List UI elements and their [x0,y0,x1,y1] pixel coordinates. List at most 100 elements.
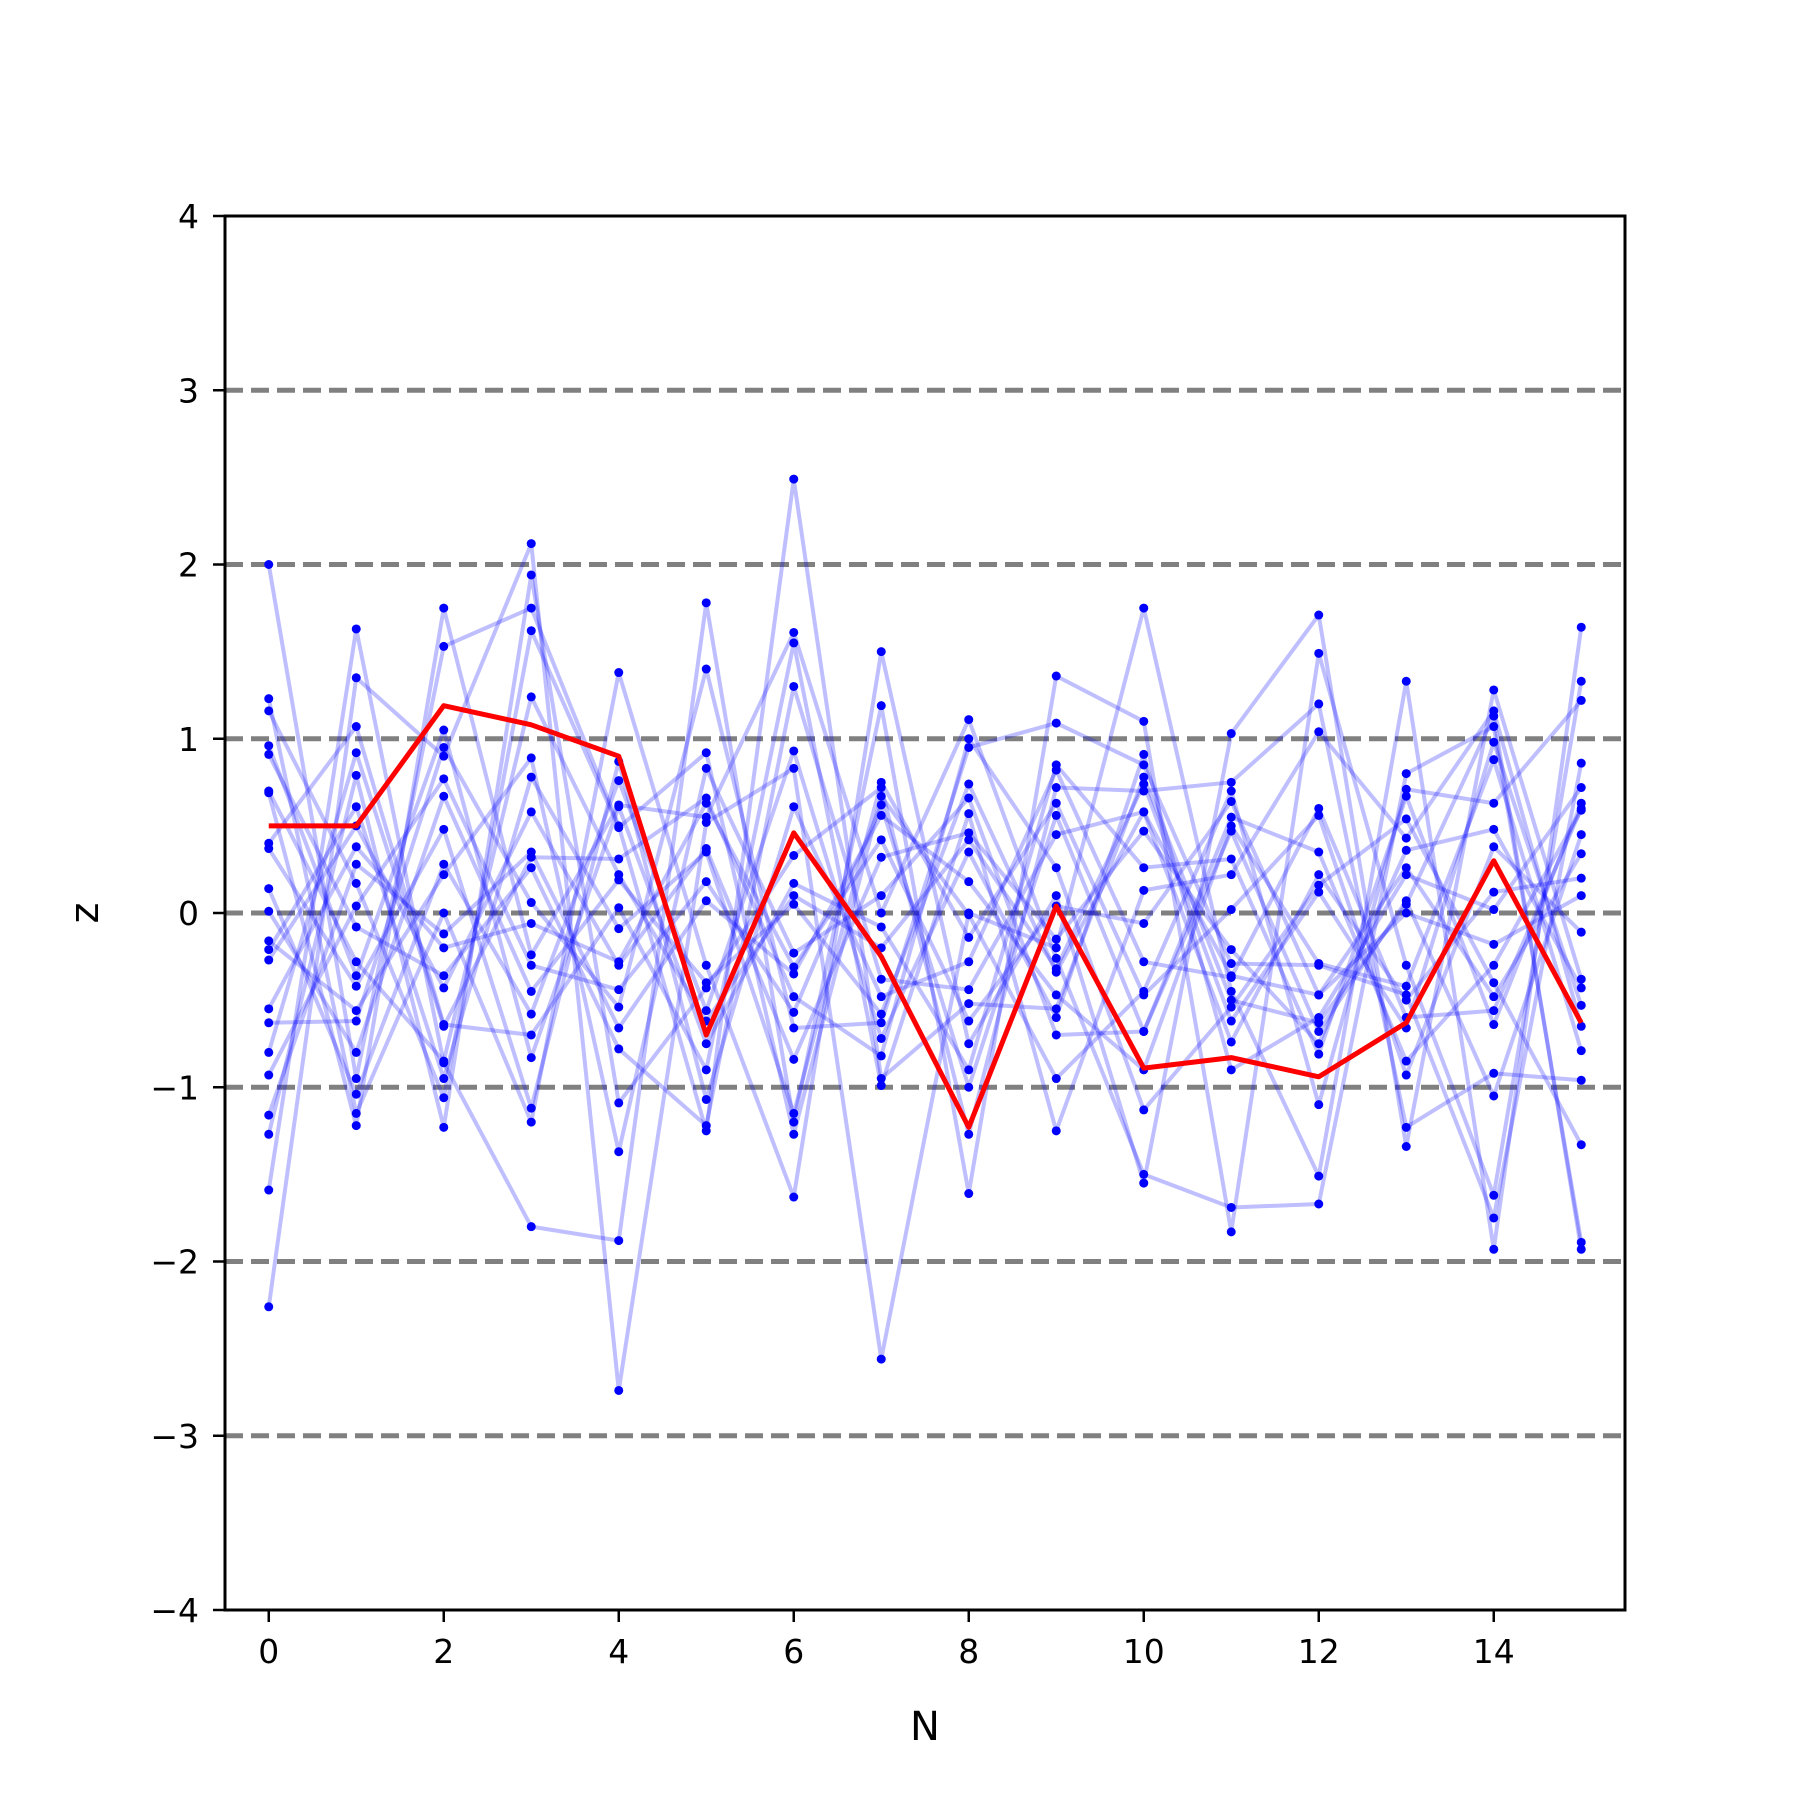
data-point [1489,905,1499,915]
data-point [614,776,624,786]
data-point [1401,863,1411,873]
data-point [964,835,974,845]
data-point [526,539,536,549]
data-point [1051,1030,1061,1040]
data-point [1314,887,1324,897]
data-point [1051,934,1061,944]
x-tick-label: 4 [608,1632,629,1671]
data-point [1139,716,1149,726]
data-point [1576,1000,1586,1010]
data-point [789,1023,799,1033]
data-point [789,969,799,979]
data-point [789,638,799,648]
y-tick-label: 0 [178,894,199,933]
data-point [1314,648,1324,658]
data-point [526,1053,536,1063]
data-point [789,1129,799,1139]
data-point [614,1002,624,1012]
series-line [266,606,1584,1243]
data-point [1401,1122,1411,1132]
data-point [964,910,974,920]
series-line [266,736,1584,1146]
data-point [1051,810,1061,820]
data-point [1401,1056,1411,1066]
data-point [614,802,624,812]
data-point [614,854,624,864]
data-point [1314,810,1324,820]
data-point [701,896,711,906]
data-point [964,742,974,752]
data-point [264,706,274,716]
data-point [789,746,799,756]
data-point [1139,1178,1149,1188]
data-point [614,985,624,995]
data-point [1401,908,1411,918]
data-point [1051,830,1061,840]
data-point [701,960,711,970]
data-point [1139,779,1149,789]
data-point [264,844,274,854]
data-point [526,1103,536,1113]
data-point [1576,1237,1586,1247]
data-point [789,992,799,1002]
data-point [964,1082,974,1092]
data-point [701,877,711,887]
data-point [964,957,974,967]
data-point [789,878,799,888]
data-point [876,1009,886,1019]
data-point [964,999,974,1009]
data-point [1489,755,1499,765]
data-point [1576,1075,1586,1085]
data-point [1139,1105,1149,1115]
data-point [876,647,886,657]
data-point [701,844,711,854]
data-point [526,1117,536,1127]
data-point [1401,995,1411,1005]
data-point [439,859,449,869]
data-point [1576,676,1586,686]
data-point [1139,1026,1149,1036]
data-point [351,971,361,981]
data-point [351,624,361,634]
data-point [351,1108,361,1118]
series-line [266,628,1583,1137]
data-point [1576,622,1586,632]
data-point [964,828,974,838]
data-point [526,1222,536,1232]
data-point [964,1129,974,1139]
series-line [268,667,1584,1220]
data-point [351,1047,361,1057]
x-tick-label: 0 [258,1632,279,1671]
data-point [701,978,711,988]
data-point [1226,1037,1236,1047]
data-point [876,974,886,984]
data-point [1226,854,1236,864]
data-point [439,1074,449,1084]
y-tick-label: 4 [178,197,199,236]
highlight-series [268,703,1584,1130]
data-point [351,1089,361,1099]
data-point [1314,727,1324,737]
data-point [789,899,799,909]
data-point [526,898,536,908]
data-point [1314,610,1324,620]
data-point [264,945,274,955]
data-point [1489,960,1499,970]
data-point [351,981,361,991]
data-point [789,1054,799,1064]
data-point [964,1189,974,1199]
data-point [1226,1227,1236,1237]
data-point [1576,1021,1586,1031]
data-point [1314,870,1324,880]
data-point [1489,824,1499,834]
data-point [614,668,624,678]
highlight-line [268,703,1584,1130]
data-point [1314,1026,1324,1036]
data-point [614,1023,624,1033]
data-point [439,983,449,993]
data-point [526,950,536,960]
data-point [264,1004,274,1014]
data-point [526,753,536,763]
data-point [1139,760,1149,770]
